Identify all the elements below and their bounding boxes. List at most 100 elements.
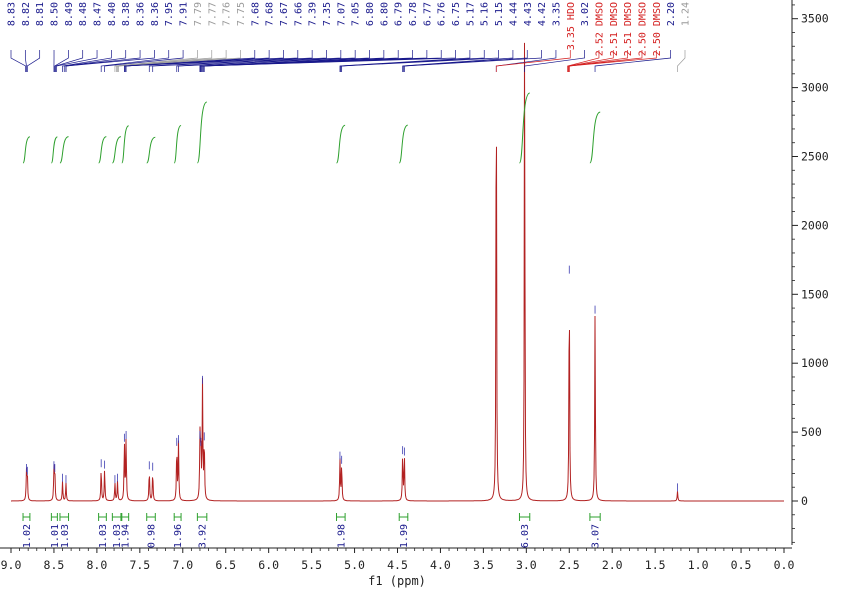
peak-label: 5.15 [494, 2, 505, 26]
peak-label-leader [568, 50, 657, 72]
peak-label-leader [567, 50, 600, 72]
peak-label: 7.39 [308, 2, 319, 26]
peak-label: 7.79 [193, 2, 204, 26]
integral-curve [50, 136, 58, 164]
peak-label: 8.47 [93, 2, 104, 26]
integral-value-label: 1.94 [121, 524, 132, 548]
peak-label: 4.43 [523, 2, 534, 26]
integral-curve [98, 136, 107, 164]
peak-label: 1.24 [681, 2, 692, 26]
x-tick-label: 8.5 [44, 558, 65, 572]
peak-label: 3.35 HDO [566, 2, 577, 50]
peak-label-layer: 8.83 8.82 8.81 8.50 8.49 8.48 8.47 8.40 8.38 8.36… [7, 2, 692, 72]
integral-value-label: 1.01 [50, 524, 61, 548]
peak-label: 8.36 [136, 2, 147, 26]
peak-label: 6.80 [365, 2, 376, 26]
x-tick-label: 3.5 [473, 558, 494, 572]
y-tick-label: 2000 [801, 218, 829, 232]
integral-curve [589, 111, 601, 164]
peak-label: 7.05 [351, 2, 362, 26]
x-tick-label: 0.5 [731, 558, 752, 572]
x-tick-label: 9.0 [1, 558, 22, 572]
y-tick-label: 1500 [801, 287, 829, 301]
peak-label: 2.50 DMSO [652, 2, 663, 56]
peak-label: 7.66 [293, 2, 304, 26]
integral-value-label: 1.03 [60, 524, 71, 548]
integral-curve [196, 101, 208, 164]
peak-label-leader [152, 50, 327, 72]
x-tick-label: 2.5 [559, 558, 580, 572]
peak-label: 8.48 [78, 2, 89, 26]
peak-label-leader [116, 50, 213, 72]
spectrum-layer [11, 42, 784, 502]
peak-label: 8.81 [35, 2, 46, 26]
peak-label-leader [178, 50, 356, 72]
integral-curve [398, 124, 409, 164]
peak-label-leader [524, 50, 585, 72]
x-tick-label: 4.5 [387, 558, 408, 572]
peak-label-leader [124, 50, 270, 72]
peak-label-leader [63, 50, 127, 72]
peak-label-leader [100, 50, 170, 72]
peak-label: 2.20 [666, 2, 677, 26]
peak-label-leader [339, 50, 471, 72]
peak-label-leader [56, 50, 98, 72]
x-tick-label: 6.5 [215, 558, 236, 572]
peak-label: 6.78 [408, 2, 419, 26]
integral-curve [111, 136, 122, 164]
peak-label: 7.95 [164, 2, 175, 26]
integral-value-label: 1.96 [173, 524, 184, 548]
peak-label: 6.80 [379, 2, 390, 26]
peak-label: 7.68 [250, 2, 261, 26]
peak-label: 8.49 [64, 2, 75, 26]
peak-label: 8.36 [150, 2, 161, 26]
peak-label: 7.91 [179, 2, 190, 26]
x-tick-label: 4.0 [430, 558, 451, 572]
peak-label: 2.52 DMSO [594, 2, 605, 56]
y-tick-label: 3000 [801, 81, 829, 95]
spectrum-trace [11, 42, 784, 502]
peak-label-leader [341, 50, 499, 72]
peak-label: 7.76 [222, 2, 233, 26]
integral-value-label: 3.07 [591, 524, 602, 548]
peak-label-leader [24, 50, 27, 72]
x-tick-label: 3.0 [516, 558, 537, 572]
peak-label: 8.83 [7, 2, 18, 26]
peak-label: 7.07 [336, 2, 347, 26]
x-tick-label: 5.5 [301, 558, 322, 572]
peak-label-leader [677, 50, 686, 72]
integral-curve [121, 125, 130, 164]
peak-label: 7.75 [236, 2, 247, 26]
peak-label: 5.17 [465, 2, 476, 26]
x-tick-label: 1.5 [645, 558, 666, 572]
peak-label-leader [203, 50, 456, 72]
integral-curve [336, 124, 346, 164]
integral-curve [22, 136, 31, 164]
y-tick-label: 1000 [801, 356, 829, 370]
peak-label-leader [118, 50, 241, 72]
peak-label-leader [10, 50, 26, 72]
integral-value-label: 0.98 [146, 524, 157, 548]
integral-curve [518, 92, 531, 164]
peak-label: 6.76 [437, 2, 448, 26]
peak-label: 6.77 [422, 2, 433, 26]
peak-label: 3.02 [580, 2, 591, 26]
peak-label-leader [148, 50, 313, 72]
integral-value-label: 1.98 [336, 524, 347, 548]
peak-label: 8.38 [121, 2, 132, 26]
peak-label-leader [124, 50, 284, 72]
peak-label: 2.51 DMSO [623, 2, 634, 56]
peak-label: 6.79 [394, 2, 405, 26]
x-tick-label: 8.0 [86, 558, 107, 572]
peak-label-leader [404, 50, 542, 72]
integral-value-label: 1.02 [22, 524, 33, 548]
peak-label: 5.16 [480, 2, 491, 26]
x-tick-label: 0.0 [774, 558, 795, 572]
peak-label-leader [62, 50, 112, 72]
peak-label: 8.82 [21, 2, 32, 26]
integral-value-label: 1.03 [98, 524, 109, 548]
peak-label-leader [340, 50, 485, 72]
peak-label: 4.42 [537, 2, 548, 26]
peak-label: 8.40 [107, 2, 118, 26]
